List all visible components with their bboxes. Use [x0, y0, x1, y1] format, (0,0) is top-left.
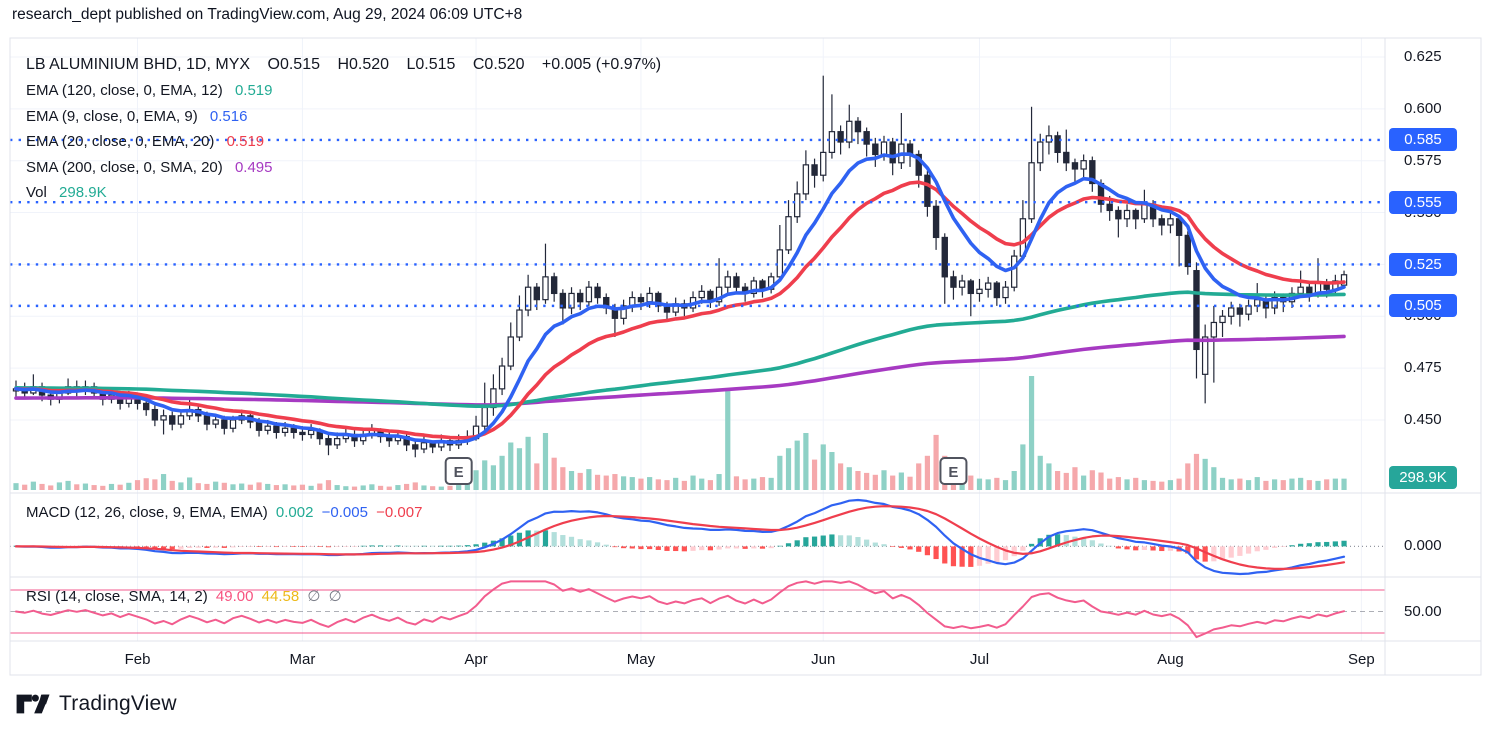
time-axis-label: Aug [1157, 651, 1184, 668]
price-level-badge[interactable]: 0.555 [1389, 190, 1457, 214]
ema120-line [14, 290, 1346, 408]
earnings-marker[interactable]: E [444, 457, 473, 485]
symbol-ohlc-row[interactable]: LB ALUMINIUM BHD, 1D, MYX O0.515 H0.520 … [26, 52, 663, 78]
ohlc-low: L0.515 [406, 56, 456, 73]
macd-legend[interactable]: MACD (12, 26, close, 9, EMA, EMA) 0.002 … [26, 504, 426, 521]
svg-text:E: E [948, 464, 958, 481]
rsi-legend[interactable]: RSI (14, close, SMA, 14, 2) 49.00 44.58 … [26, 587, 346, 605]
indicator-value: 0.519 [234, 82, 273, 99]
macd-label: MACD (12, 26, close, 9, EMA, EMA) [26, 504, 268, 521]
macd-signal-value: −0.007 [376, 504, 423, 521]
time-axis-label: Jul [969, 651, 990, 668]
sma200-line [14, 334, 1346, 407]
rsi-axis-label: 50.00 [1404, 602, 1442, 620]
volume-bars [13, 376, 1347, 490]
legend-panel: LB ALUMINIUM BHD, 1D, MYX O0.515 H0.520 … [26, 52, 663, 206]
svg-text:E: E [454, 464, 464, 481]
indicator-legend-sma200[interactable]: SMA (200, close, 0, SMA, 20) 0.495 [26, 158, 273, 176]
price-level-badge[interactable]: 0.585 [1389, 128, 1457, 152]
time-axis-label: May [626, 651, 656, 668]
price-tick-label: 0.575 [1404, 151, 1442, 169]
symbol-title: LB ALUMINIUM BHD, 1D, MYX [26, 56, 251, 73]
tradingview-wordmark: TradingView [59, 692, 177, 715]
macd-axis-label: 0.000 [1404, 537, 1442, 555]
indicator-legend-ema120[interactable]: EMA (120, close, 0, EMA, 12) 0.519 [26, 82, 273, 99]
rsi-value: 49.00 [215, 588, 254, 605]
tradingview-logo-icon [16, 694, 50, 714]
rsi-band-value-1: ∅ [307, 588, 321, 605]
publish-byline: research_dept published on TradingView.c… [12, 6, 523, 23]
ohlc-close: C0.520 [472, 56, 525, 73]
ohlc-open: O0.515 [267, 56, 320, 73]
alert-level-lines [10, 138, 1385, 308]
price-tick-label: 0.625 [1404, 48, 1442, 65]
time-axis-label: Sep [1348, 651, 1375, 668]
tradingview-brand[interactable]: TradingView [16, 691, 177, 717]
indicator-value: 0.516 [209, 107, 248, 125]
ohlc-high: H0.520 [337, 56, 390, 73]
indicator-legend-ema20[interactable]: EMA (20, close, 0, EMA, 20) 0.519 [26, 133, 265, 150]
indicator-value: 0.519 [226, 133, 265, 150]
price-tick-label: 0.450 [1404, 410, 1442, 428]
time-axis-label: Jun [811, 651, 836, 668]
price-tick-label: 0.600 [1404, 99, 1442, 117]
rsi-label: RSI (14, close, SMA, 14, 2) [26, 588, 208, 605]
time-axis-label: Apr [464, 651, 488, 668]
macd-hist-value: 0.002 [275, 504, 314, 521]
price-level-badge[interactable]: 0.525 [1389, 252, 1457, 276]
ema20-line [14, 180, 1346, 440]
ohlc-change: +0.005 (+0.97%) [541, 56, 662, 73]
macd-histogram [13, 530, 1347, 567]
price-tick-label: 0.475 [1404, 359, 1442, 377]
macd-signal-line [14, 505, 1346, 570]
pane-borders [9, 37, 1482, 676]
price-level-badge[interactable]: 0.505 [1389, 294, 1457, 318]
indicator-legend-ema9[interactable]: EMA (9, close, 0, EMA, 9) 0.516 [26, 107, 248, 125]
indicator-value: 298.9K [59, 184, 107, 201]
rsi-band-value-2: ∅ [328, 588, 342, 605]
earnings-marker[interactable]: E [939, 457, 968, 485]
indicator-legend-volume[interactable]: Vol 298.9K [26, 184, 107, 201]
rsi-sma-value: 44.58 [261, 588, 300, 605]
time-axis-label: Mar [289, 651, 316, 668]
time-axis-label: Feb [124, 651, 151, 668]
macd-line-value: −0.005 [321, 504, 368, 521]
indicator-value: 0.495 [234, 158, 273, 176]
ema9-line [14, 152, 1346, 445]
rsi-line [15, 580, 1345, 639]
volume-badge[interactable]: 298.9K [1389, 466, 1457, 489]
